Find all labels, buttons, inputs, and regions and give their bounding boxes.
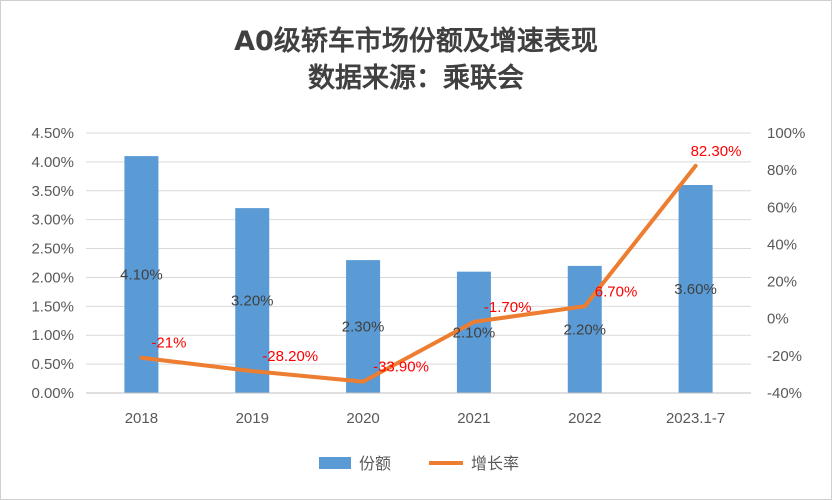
line-data-label: -1.70% [484, 299, 532, 316]
y-right-tick-label: 100% [767, 125, 805, 142]
y-left-tick-label: 3.00% [31, 212, 74, 229]
y-left-tick-label: 1.50% [31, 298, 74, 315]
chart-subtitle: 数据来源：乘联会 [308, 63, 524, 94]
y-left-tick-label: 2.50% [31, 241, 74, 258]
legend-label-bar: 份额 [359, 454, 391, 473]
y-left-tick-label: 0.00% [31, 385, 74, 402]
y-left-tick-label: 0.50% [31, 356, 74, 373]
bar-data-label: 3.20% [231, 293, 274, 310]
line-data-label: 6.70% [595, 283, 638, 300]
y-left-tick-label: 3.50% [31, 183, 74, 200]
legend-label-line: 增长率 [471, 454, 519, 473]
x-tick-label: 2019 [236, 410, 269, 427]
y-right-tick-label: 40% [767, 236, 797, 253]
legend-layer: 份额 增长率 [319, 454, 519, 473]
line-data-label: -33.90% [373, 359, 429, 376]
y-right-tick-label: 0% [767, 311, 789, 328]
bars-layer [124, 156, 713, 393]
chart-title: A0级轿车市场份额及增速表现 [234, 26, 598, 57]
y-right-tick-label: 80% [767, 162, 797, 179]
y-right-tick-label: 20% [767, 274, 797, 291]
x-tick-label: 2020 [346, 410, 379, 427]
y-left-tick-label: 4.00% [31, 154, 74, 171]
bar [678, 185, 713, 393]
bar [235, 208, 270, 393]
grid-layer [86, 132, 751, 394]
bar-data-label: 3.60% [674, 281, 717, 298]
axis-layer: 0.00% 0.50% 1.00% 1.50% 2.00% 2.50% 3.00% 3.50%… [31, 125, 805, 427]
y-right-tick-label: -40% [767, 385, 802, 402]
y-right-tick-label: 60% [767, 199, 797, 216]
y-right-tick-label: -20% [767, 348, 802, 365]
line-data-label: -28.20% [262, 348, 318, 365]
y-left-tick-label: 2.00% [31, 269, 74, 286]
bar-data-label: 2.20% [563, 321, 606, 338]
line-layer [139, 163, 698, 384]
line-data-label: -21% [151, 335, 186, 352]
bar [567, 265, 602, 393]
x-tick-label: 2018 [125, 410, 158, 427]
labels-layer: 4.10% 3.20% 2.30% 2.10% 2.20% 3.60% -21% -28.20… [120, 143, 741, 376]
bar [124, 156, 159, 393]
bar [456, 271, 491, 393]
line-data-label: 82.30% [691, 143, 742, 160]
legend-swatch-bar [319, 457, 351, 469]
bar-data-label: 2.10% [453, 324, 496, 341]
bar [346, 260, 381, 393]
x-tick-label: 2021 [457, 410, 490, 427]
y-left-tick-label: 4.50% [31, 125, 74, 142]
chart-title-block: A0级轿车市场份额及增速表现 数据来源：乘联会 [1, 23, 831, 97]
bar-data-label: 4.10% [120, 267, 163, 284]
y-left-tick-label: 1.00% [31, 327, 74, 344]
growth-rate-line [139, 163, 698, 384]
bar-data-label: 2.30% [342, 319, 385, 336]
x-tick-label: 2022 [568, 410, 601, 427]
x-tick-label: 2023.1-7 [666, 410, 725, 427]
